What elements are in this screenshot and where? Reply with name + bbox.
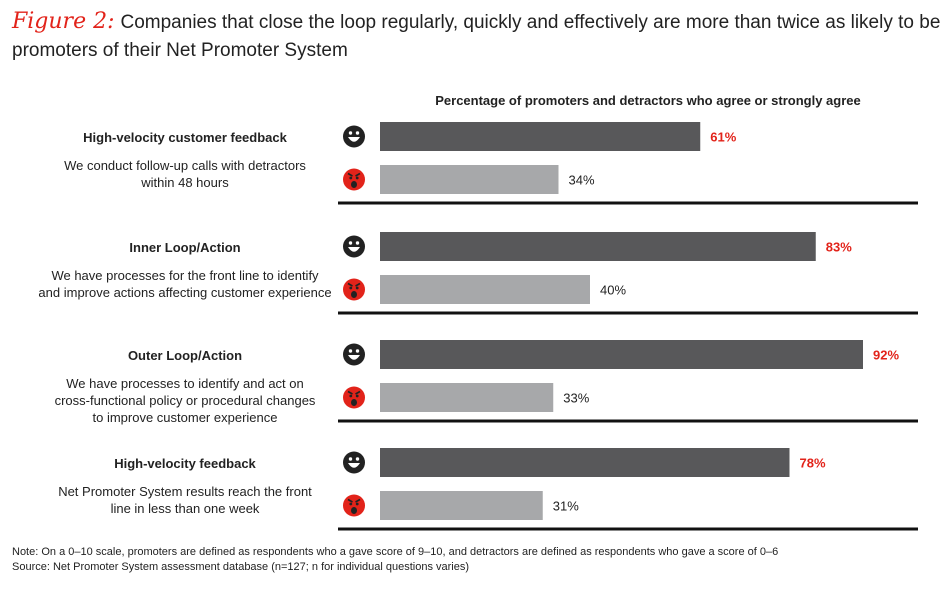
- category-group: Inner Loop/Action We have processes for t…: [38, 232, 918, 315]
- angry-face-icon: [343, 278, 365, 301]
- detractor-value-label: 31%: [553, 499, 579, 514]
- promoter-bar: [380, 340, 863, 369]
- angry-face-icon: [343, 168, 365, 191]
- figure-title-text: Companies that close the loop regularly,…: [12, 12, 941, 61]
- promoter-value-label: 78%: [800, 456, 826, 471]
- category-description: We conduct follow-up calls with detracto…: [64, 158, 306, 190]
- figure-title: Figure 2: Companies that close the loop r…: [12, 8, 942, 65]
- smiley-face-icon: [343, 343, 365, 366]
- detractor-bar: [380, 491, 543, 520]
- detractor-value-label: 40%: [600, 283, 626, 298]
- promoter-bar: [380, 122, 701, 151]
- category-heading: High-velocity customer feedback: [83, 130, 287, 145]
- chart-header: Percentage of promoters and detractors w…: [435, 93, 861, 108]
- promoter-bar: [380, 232, 816, 261]
- footnotes: Note: On a 0–10 scale, promoters are def…: [12, 545, 942, 575]
- category-description: We have processes to identify and act on…: [55, 376, 316, 425]
- smiley-face-icon: [343, 235, 365, 258]
- category-heading: Outer Loop/Action: [128, 348, 242, 363]
- category-heading: High-velocity feedback: [114, 456, 256, 471]
- smiley-face-icon: [343, 125, 365, 148]
- figure-label: Figure 2:: [12, 9, 115, 34]
- category-heading: Inner Loop/Action: [129, 240, 240, 255]
- promoter-value-label: 92%: [873, 348, 899, 363]
- promoter-value-label: 61%: [710, 130, 736, 145]
- detractor-bar: [380, 165, 559, 194]
- promoter-value-label: 83%: [826, 240, 852, 255]
- note-text: Note: On a 0–10 scale, promoters are def…: [12, 546, 779, 558]
- angry-face-icon: [343, 494, 365, 517]
- detractor-bar: [380, 383, 554, 412]
- smiley-face-icon: [343, 451, 365, 474]
- promoter-bar: [380, 448, 790, 477]
- angry-face-icon: [343, 386, 365, 409]
- category-group: High-velocity feedback Net Promoter Syste…: [58, 448, 918, 531]
- category-group: Outer Loop/Action We have processes to id…: [55, 340, 918, 425]
- category-description: Net Promoter System results reach the fr…: [58, 484, 312, 516]
- source-text: Source: Net Promoter System assessment d…: [12, 561, 470, 573]
- detractor-value-label: 33%: [563, 391, 589, 406]
- chart: Percentage of promoters and detractors w…: [38, 93, 918, 531]
- detractor-value-label: 34%: [569, 173, 595, 188]
- category-group: High-velocity customer feedback We conduc…: [64, 122, 918, 205]
- detractor-bar: [380, 275, 590, 304]
- category-description: We have processes for the front line to …: [38, 268, 331, 300]
